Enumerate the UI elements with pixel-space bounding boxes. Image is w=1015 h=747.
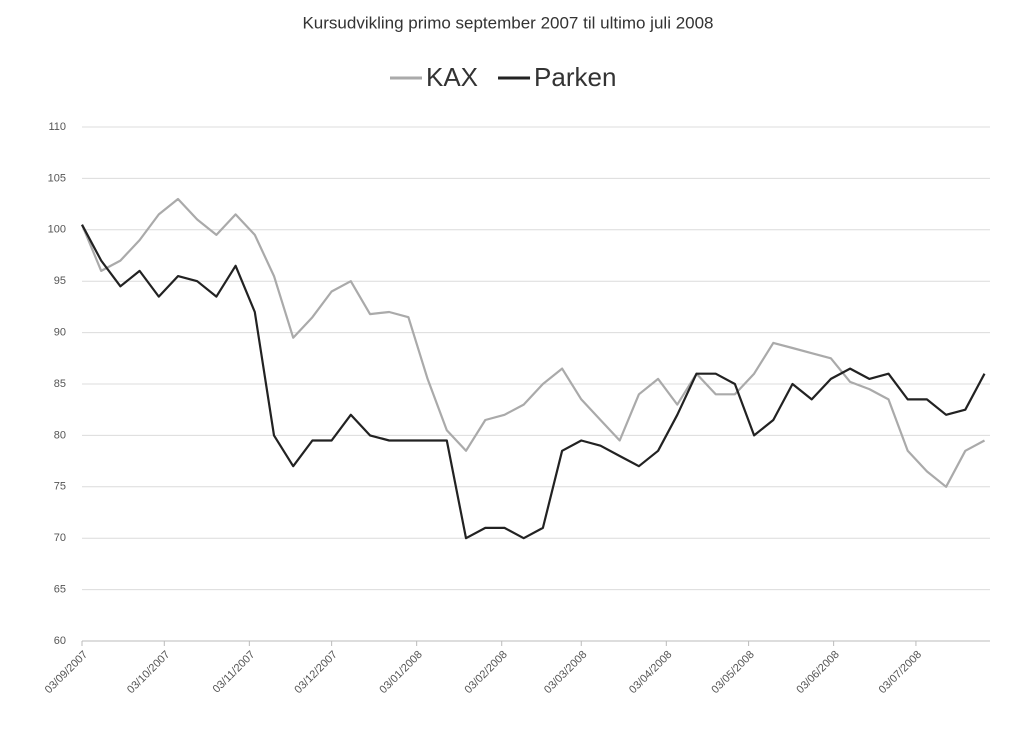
- x-tick-label: 03/02/2008: [462, 649, 509, 696]
- x-tick-label: 03/05/2008: [709, 649, 756, 696]
- y-tick-label: 85: [54, 378, 66, 390]
- y-tick-label: 110: [48, 121, 66, 133]
- x-tick-label: 03/07/2008: [877, 649, 924, 696]
- x-tick-label: 03/04/2008: [627, 649, 674, 696]
- x-tick-label: 03/10/2007: [125, 649, 172, 696]
- y-tick-label: 100: [48, 224, 66, 236]
- y-tick-label: 90: [54, 327, 66, 339]
- x-tick-label: 03/11/2007: [211, 649, 258, 696]
- line-series: [81, 224, 986, 540]
- legend-label: KAX: [426, 62, 478, 92]
- line-series: [80, 197, 986, 488]
- x-tick-label: 03/03/2008: [542, 649, 589, 696]
- legend-label: Parken: [534, 62, 616, 92]
- x-tick-label: 03/06/2008: [794, 649, 841, 696]
- y-tick-label: 95: [54, 275, 66, 287]
- y-tick-label: 75: [54, 481, 66, 493]
- x-tick-label: 03/09/2007: [43, 649, 90, 696]
- y-tick-label: 60: [54, 635, 66, 647]
- x-tick-label: 03/01/2008: [377, 649, 424, 696]
- chart-title: Kursudvikling primo september 2007 til u…: [302, 13, 713, 32]
- y-tick-label: 80: [54, 429, 66, 441]
- x-tick-label: 03/12/2007: [292, 649, 339, 696]
- y-tick-label: 65: [54, 584, 66, 596]
- y-tick-label: 105: [48, 172, 66, 184]
- y-tick-label: 70: [54, 532, 66, 544]
